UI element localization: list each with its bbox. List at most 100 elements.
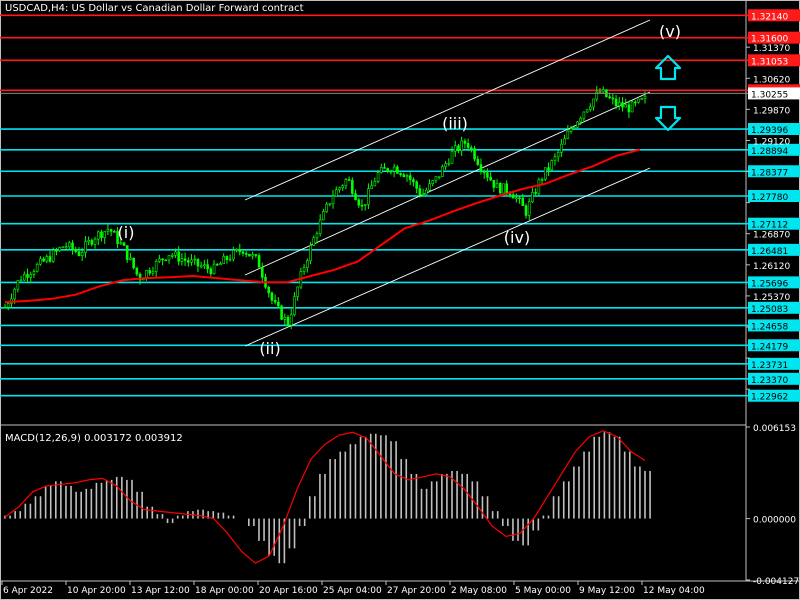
candle-body	[437, 176, 441, 178]
level-label: 1.27780	[751, 193, 788, 203]
candle-body	[87, 240, 90, 242]
candle-body	[360, 204, 364, 207]
candle-body	[634, 101, 637, 104]
macd-tick-label: 0.006153	[753, 424, 796, 434]
level-tag	[748, 31, 800, 44]
candle-body	[572, 127, 576, 129]
level-tag	[748, 243, 800, 256]
candle-body	[640, 98, 644, 100]
candle-body	[116, 231, 119, 244]
candle-body	[386, 168, 390, 172]
candle-body	[338, 187, 341, 191]
candle-body	[531, 192, 534, 203]
candle-body	[180, 258, 184, 262]
level-tag	[748, 372, 800, 385]
candle-body	[476, 158, 480, 165]
candle-body	[450, 150, 454, 164]
level-label: 1.32140	[751, 12, 788, 22]
candle-body	[428, 183, 431, 191]
candle-body	[286, 316, 290, 326]
candle-body	[29, 274, 33, 278]
level-label: 1.28377	[751, 168, 788, 178]
candle-body	[527, 201, 531, 216]
candle-body	[453, 145, 457, 152]
candle-body	[367, 188, 370, 205]
candle-body	[534, 192, 537, 194]
candle-body	[331, 195, 335, 204]
candle-body	[473, 148, 476, 160]
macd-title: MACD(12,26,9) 0.003172 0.003912	[5, 433, 183, 444]
time-tick-label: 2 May 08:00	[451, 586, 507, 596]
candle-body	[576, 121, 579, 128]
level-label: 1.24179	[751, 342, 788, 352]
macd-tick-label: 0.000000	[753, 516, 796, 526]
candle-body	[193, 258, 197, 261]
level-tag	[748, 357, 800, 370]
candle-body	[614, 98, 618, 107]
candle-body	[225, 256, 229, 260]
candle-body	[489, 177, 492, 181]
candle-body	[42, 258, 45, 262]
candle-body	[498, 183, 502, 194]
candle-body	[325, 203, 328, 212]
wave-labels: (i) (ii) (iii) (iv) (v)	[118, 22, 681, 358]
arrow-up-icon	[654, 54, 682, 81]
candle-body	[408, 175, 412, 180]
candle-body	[505, 183, 509, 193]
candle-body	[598, 91, 602, 94]
candle-body	[19, 279, 23, 282]
candle-body	[129, 257, 132, 260]
candle-body	[617, 102, 621, 107]
time-tick-label: 5 May 00:00	[515, 586, 571, 596]
level-label: 1.23370	[751, 376, 788, 386]
candle-body	[521, 197, 525, 206]
level-label: 1.27112	[751, 221, 788, 231]
time-tick-label: 10 Apr 20:00	[67, 586, 126, 596]
candle-body	[441, 166, 444, 177]
level-tag	[748, 165, 800, 178]
candle-body	[26, 274, 29, 278]
level-tag	[748, 217, 800, 230]
candle-body	[399, 173, 402, 175]
candle-body	[68, 242, 71, 248]
candle-body	[138, 273, 142, 281]
level-label: 1.25083	[751, 305, 788, 315]
candle-body	[80, 252, 84, 256]
price-tick-label: 1.25370	[753, 293, 790, 303]
candle-body	[167, 255, 171, 261]
candle-body	[463, 140, 467, 144]
candle-body	[32, 271, 36, 275]
candle-body	[421, 193, 425, 196]
arrows	[654, 54, 682, 132]
candle-body	[241, 251, 245, 254]
current-price-label: 1.30255	[751, 90, 788, 100]
candle-body	[196, 258, 200, 267]
candle-body	[283, 316, 287, 320]
candle-body	[71, 242, 74, 250]
candle-body	[592, 98, 595, 108]
candle-body	[370, 185, 373, 189]
candle-body	[585, 109, 589, 113]
candle-body	[267, 286, 271, 294]
candle-body	[434, 176, 438, 181]
candle-body	[39, 258, 42, 265]
candle-body	[74, 249, 78, 252]
candle-body	[486, 172, 489, 178]
candle-body	[312, 237, 316, 246]
level-tag	[748, 123, 800, 136]
candle-body	[35, 263, 39, 272]
candle-body	[3, 306, 7, 309]
candle-body	[209, 268, 213, 275]
candle-body	[190, 259, 193, 263]
candle-body	[96, 231, 100, 240]
time-tick-label: 12 May 04:00	[643, 586, 705, 596]
candle-body	[611, 97, 615, 100]
candle-body	[322, 211, 325, 221]
time-tick-label: 25 Apr 04:00	[323, 586, 382, 596]
current-price-tag	[748, 87, 800, 100]
candle-body	[553, 156, 557, 161]
candle-body	[219, 263, 222, 266]
level-tag	[748, 190, 800, 203]
candle-body	[51, 250, 55, 262]
